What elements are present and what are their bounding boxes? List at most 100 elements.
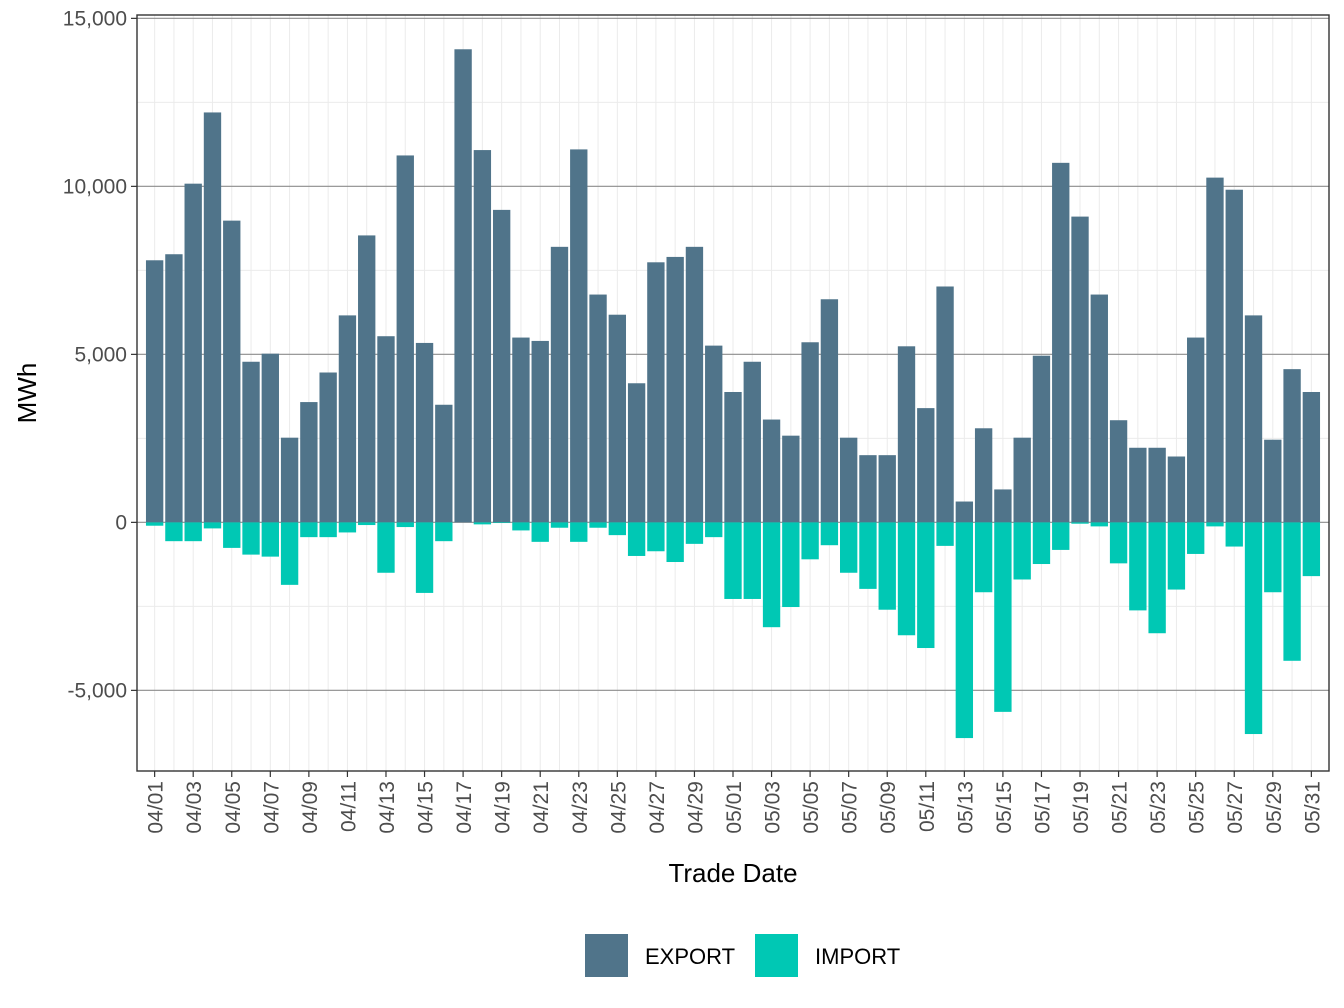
x-tick-label: 04/27: [646, 781, 669, 834]
bar-import: [820, 522, 839, 546]
bar-export: [647, 262, 665, 523]
bar-export: [1167, 456, 1186, 523]
x-tick-label: 04/07: [260, 781, 283, 834]
bar-export: [589, 294, 607, 523]
bar-import: [1071, 522, 1089, 524]
bar-import: [358, 522, 376, 526]
bar-export: [377, 336, 395, 523]
x-tick-label: 05/21: [1109, 781, 1132, 834]
bar-export: [1264, 439, 1282, 523]
x-tick-label: 05/03: [762, 781, 785, 834]
bar-export: [685, 246, 704, 523]
bar-import: [280, 522, 299, 585]
x-tick-label: 05/17: [1031, 781, 1054, 834]
y-tick-label: 15,000: [63, 7, 127, 30]
bar-import: [300, 522, 318, 538]
bar-import: [184, 522, 202, 542]
bar-export: [223, 220, 241, 523]
x-tick-label: 04/11: [337, 781, 360, 832]
x-tick-label: 05/25: [1186, 781, 1209, 834]
x-axis: 04/01 04/03 04/05 04/07 04/09 04/11 04/13 04/15…: [145, 771, 1324, 834]
bar-import: [1225, 522, 1243, 547]
x-tick-label: 04/15: [415, 781, 438, 834]
bar-import: [1206, 522, 1224, 527]
x-axis-title: Trade Date: [668, 858, 797, 888]
bar-export: [994, 489, 1012, 523]
x-tick-label: 05/09: [877, 781, 900, 834]
bar-import: [724, 522, 742, 599]
x-tick-label: 05/31: [1301, 781, 1324, 834]
y-tick-label: 10,000: [63, 175, 127, 198]
x-tick-label: 05/19: [1070, 781, 1093, 834]
bar-export: [1071, 216, 1089, 523]
x-tick-label: 04/09: [299, 781, 322, 834]
bar-export: [1129, 447, 1147, 523]
bar-import: [492, 522, 511, 524]
bar-export: [839, 437, 858, 523]
bar-export: [724, 391, 742, 523]
bar-import: [242, 522, 260, 555]
bar-import: [839, 522, 858, 573]
bar-import: [801, 522, 819, 560]
x-tick-label: 05/13: [954, 781, 977, 834]
x-tick-label: 05/29: [1263, 781, 1286, 834]
legend-key-export: [585, 934, 628, 977]
x-tick-label: 04/05: [222, 781, 245, 834]
x-tick-label: 05/15: [993, 781, 1016, 834]
x-tick-label: 05/27: [1224, 781, 1247, 834]
bar-import: [1283, 522, 1301, 661]
bar-export: [878, 455, 896, 523]
bar-export: [1148, 447, 1166, 523]
bar-export: [627, 383, 646, 523]
x-tick-label: 04/13: [376, 781, 399, 834]
bar-import: [705, 522, 723, 538]
bar-import: [531, 522, 549, 542]
bar-export: [782, 435, 800, 523]
bar-import: [570, 522, 588, 542]
bar-export: [1090, 294, 1108, 523]
bar-import: [203, 522, 222, 529]
y-axis: -5,000 0 5,000 10,000 15,000: [63, 7, 137, 702]
bar-export: [512, 337, 530, 523]
bar-import: [917, 522, 935, 649]
bar-import: [782, 522, 800, 608]
bars: [145, 49, 1321, 739]
bar-import: [473, 522, 492, 525]
bar-export: [165, 254, 183, 523]
bar-import: [589, 522, 607, 528]
x-tick-label: 04/29: [684, 781, 707, 834]
bar-export: [955, 501, 974, 523]
y-axis-title: MWh: [12, 363, 42, 424]
bar-import: [319, 522, 337, 538]
bar-export: [358, 235, 376, 523]
bar-import: [415, 522, 434, 593]
bar-export: [859, 455, 877, 523]
bar-import: [512, 522, 530, 531]
x-tick-label: 04/19: [492, 781, 515, 834]
bar-import: [897, 522, 916, 636]
bar-export: [1052, 162, 1070, 523]
bar-export: [917, 408, 935, 523]
bar-export: [1187, 337, 1205, 523]
x-tick-label: 04/21: [530, 781, 553, 834]
bar-import: [338, 522, 357, 533]
bar-import: [1090, 522, 1108, 527]
bar-import: [608, 522, 627, 536]
bar-import: [1244, 522, 1263, 735]
bar-export: [319, 372, 337, 523]
bar-export: [1283, 369, 1301, 523]
bar-import: [1109, 522, 1128, 564]
bar-import: [936, 522, 954, 546]
x-tick-label: 04/17: [453, 781, 476, 834]
bar-export: [531, 340, 549, 523]
x-tick-label: 04/23: [569, 781, 592, 834]
bar-export: [666, 256, 684, 523]
legend-label-import: IMPORT: [815, 944, 900, 969]
y-tick-label: 0: [115, 511, 127, 534]
bar-import: [1148, 522, 1166, 634]
bar-import: [1167, 522, 1186, 590]
bar-export: [762, 419, 781, 523]
bar-export: [1206, 177, 1224, 523]
x-tick-label: 05/07: [839, 781, 862, 834]
